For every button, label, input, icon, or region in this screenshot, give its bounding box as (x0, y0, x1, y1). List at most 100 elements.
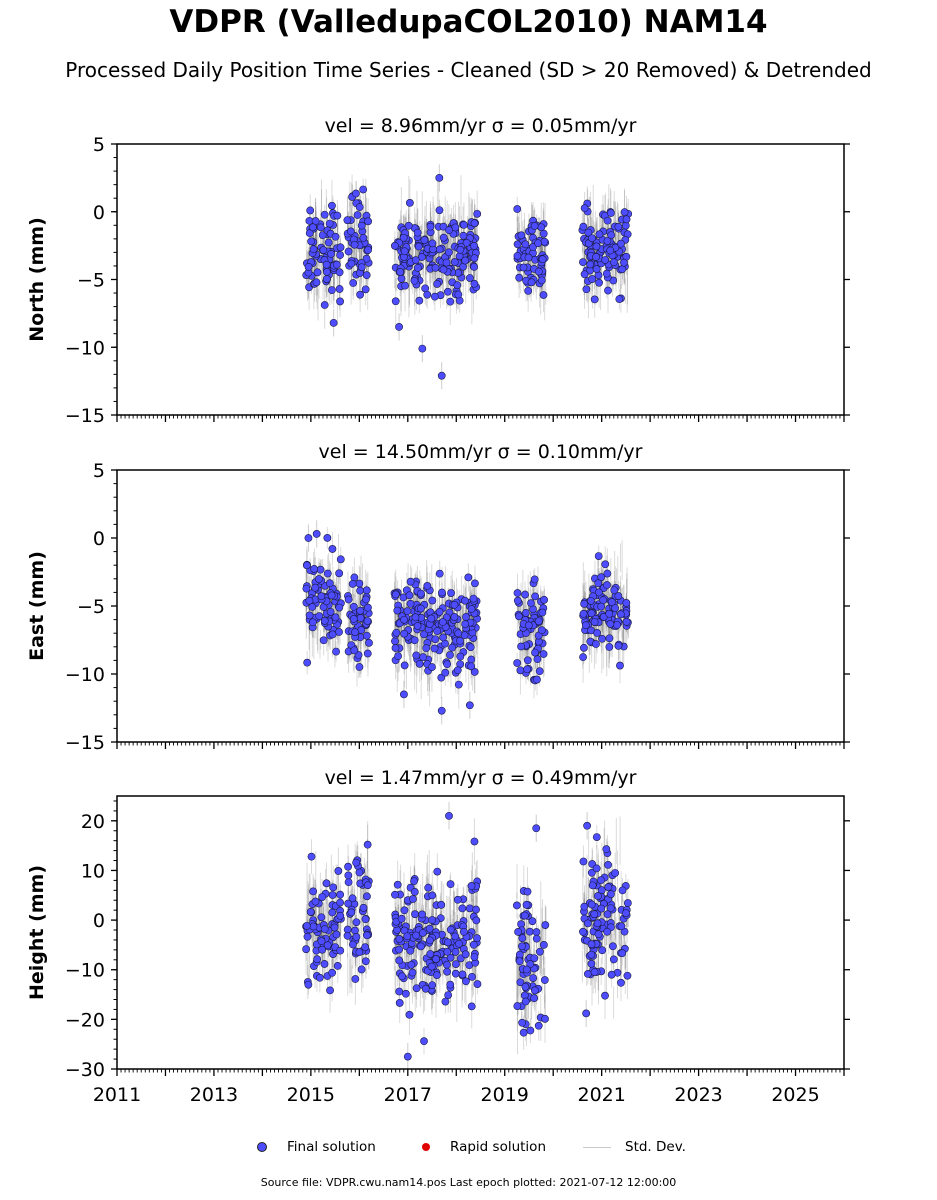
data-point (303, 932, 312, 941)
data-point (400, 661, 409, 670)
data-point (322, 879, 331, 888)
data-point (606, 620, 615, 628)
data-point (518, 934, 527, 943)
data-point (427, 614, 436, 623)
data-point (458, 970, 467, 979)
data-point (317, 913, 326, 922)
data-point (595, 278, 603, 287)
data-point (435, 245, 444, 254)
data-point (431, 635, 440, 644)
data-point (446, 925, 455, 934)
data-point (365, 638, 373, 647)
data-point (454, 680, 463, 689)
data-point (334, 867, 343, 875)
data-point (319, 636, 328, 645)
data-point (592, 252, 600, 261)
data-point (470, 263, 478, 271)
data-point (610, 586, 619, 595)
data-point (470, 837, 479, 846)
x-tick-label: 2017 (384, 1084, 432, 1106)
data-point (417, 942, 425, 951)
data-point (602, 269, 611, 278)
data-point (594, 552, 603, 560)
data-point (327, 591, 336, 600)
data-point (356, 586, 365, 595)
data-point (540, 237, 549, 246)
data-point (336, 251, 345, 259)
data-point (437, 706, 446, 715)
data-point (336, 911, 345, 920)
data-point (316, 223, 325, 232)
data-point (467, 881, 476, 890)
data-point (533, 655, 542, 664)
data-point (594, 930, 603, 939)
data-point (526, 1026, 535, 1035)
data-point (355, 579, 364, 588)
data-point (539, 940, 548, 949)
data-point (391, 297, 400, 306)
x-tick-label: 2015 (287, 1084, 335, 1106)
data-point (421, 984, 430, 993)
data-point (393, 606, 402, 615)
data-point (332, 647, 340, 656)
data-point (304, 534, 313, 542)
data-point (328, 891, 337, 899)
data-point (456, 636, 464, 645)
data-point (599, 596, 608, 605)
data-point (332, 930, 341, 939)
data-point (604, 286, 612, 295)
data-point (328, 968, 337, 977)
data-point (469, 594, 478, 603)
data-point (450, 613, 459, 621)
legend: Final solution Rapid solution Std. Dev. (0, 1136, 937, 1158)
data-point (400, 690, 408, 699)
data-point (401, 281, 409, 290)
data-point (616, 661, 624, 670)
data-point (363, 617, 372, 625)
data-point (437, 371, 446, 380)
data-point (513, 596, 522, 605)
data-point (418, 344, 427, 353)
data-point (537, 223, 546, 232)
data-point (435, 607, 444, 616)
panel-title: vel = 14.50mm/yr σ = 0.10mm/yr (319, 441, 643, 463)
data-point (351, 628, 359, 637)
data-point (428, 596, 437, 605)
data-point (594, 588, 603, 597)
data-point (614, 222, 623, 231)
data-point (397, 914, 406, 923)
data-point (313, 268, 322, 277)
data-point (308, 618, 317, 627)
data-point (435, 206, 444, 215)
data-point (520, 911, 529, 920)
data-point (399, 233, 408, 242)
data-point (470, 953, 479, 961)
data-point (592, 833, 601, 842)
data-point (470, 668, 479, 676)
data-point (525, 927, 534, 936)
data-point (352, 932, 361, 941)
data-point (519, 1028, 528, 1037)
data-point (541, 1014, 549, 1023)
data-point (607, 890, 615, 899)
data-point (306, 206, 315, 215)
data-point (530, 986, 539, 995)
data-point (352, 189, 360, 198)
data-point (355, 868, 364, 877)
data-point (535, 667, 544, 676)
data-point (465, 274, 474, 282)
data-point (444, 991, 453, 999)
data-point (467, 605, 476, 613)
data-point (446, 953, 455, 962)
data-point (451, 932, 460, 941)
data-point (425, 936, 434, 945)
data-point (302, 945, 310, 954)
y-tick-label: 10 (81, 860, 105, 882)
data-point (412, 984, 421, 993)
data-point (303, 658, 312, 667)
panel-height: 20 10 0 −10 −20 −30 2011 2013 2015 2017 2019 2021 20… (26, 767, 850, 1106)
data-point (397, 274, 406, 283)
y-axis-label: North (mm) (26, 217, 48, 342)
data-point (417, 589, 425, 598)
data-point (350, 240, 359, 249)
